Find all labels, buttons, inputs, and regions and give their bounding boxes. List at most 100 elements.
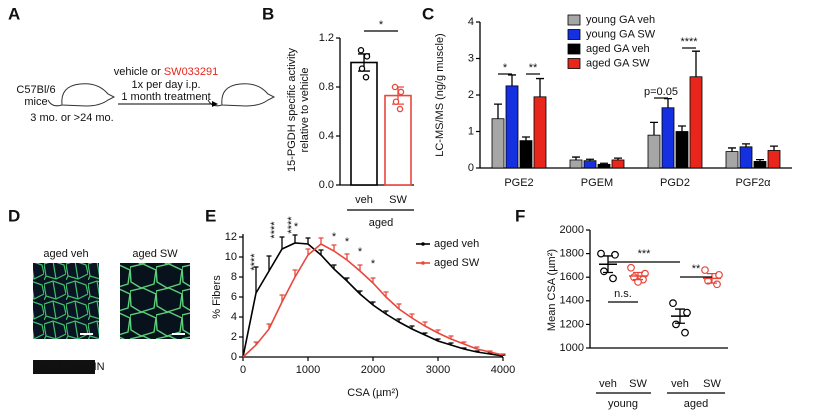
strain-label: mice	[24, 96, 47, 108]
group-label: young	[608, 398, 638, 410]
legend-label: aged GA veh	[586, 43, 650, 55]
x-tick-label: 4000	[491, 364, 515, 376]
y-axis-label: % Fibers	[211, 275, 223, 319]
mouse-tail	[47, 99, 63, 107]
bar	[519, 140, 533, 169]
y-tick-label: 1400	[560, 295, 584, 307]
significance-label: p=0.05	[644, 86, 678, 98]
group-label: aged	[369, 217, 393, 229]
significance-label: *	[371, 258, 376, 270]
legend-label: aged SW	[434, 257, 480, 269]
significance-label: ****	[249, 253, 261, 271]
data-point	[363, 53, 371, 60]
micrograph	[33, 263, 99, 339]
x-tick-label: SW	[629, 378, 647, 390]
bar	[505, 85, 519, 169]
y-axis-label: relative to vehicle	[299, 68, 311, 153]
legend-label: aged veh	[434, 238, 479, 250]
significance-label: ****	[286, 216, 298, 234]
x-tick-label: PGF2α	[735, 177, 771, 189]
data-point	[713, 280, 721, 289]
error-bar	[692, 50, 700, 77]
image-label: aged veh	[43, 248, 88, 260]
data-point	[358, 65, 366, 72]
data-point	[681, 328, 689, 337]
y-tick-label: 12	[225, 231, 237, 243]
bar	[767, 150, 781, 169]
significance-label: *	[345, 236, 350, 248]
data-point	[397, 88, 405, 96]
stain-label: LAMININ	[60, 361, 105, 373]
y-axis-label: 15-PGDH specific activityrelative to veh…	[286, 47, 311, 172]
bar	[661, 107, 675, 169]
bar	[675, 131, 689, 169]
y-tick-label: 0.0	[319, 179, 334, 191]
treatment-prefix: vehicle or	[114, 66, 164, 78]
y-tick-label: 0	[468, 162, 474, 174]
arrow-head	[212, 101, 218, 107]
error-bar	[508, 74, 516, 86]
significance-label: **	[692, 263, 701, 275]
legend-label: young GA SW	[586, 28, 656, 40]
data-point	[683, 308, 691, 317]
y-tick-label: 4	[231, 311, 237, 323]
error-bar	[318, 237, 324, 244]
y-tick-label: 2	[468, 89, 474, 101]
data-point	[669, 299, 677, 308]
error-bar	[279, 236, 285, 249]
y-tick-label: 1200	[560, 318, 584, 330]
bar	[350, 61, 378, 186]
data-point	[357, 47, 365, 54]
y-tick-label: 6	[231, 291, 237, 303]
y-tick-label: 1000	[560, 342, 584, 354]
x-tick-label: 2000	[361, 364, 385, 376]
mouse-icon	[221, 83, 276, 107]
legend-label: aged GA SW	[586, 57, 650, 69]
error-bar	[536, 77, 544, 97]
bar	[583, 160, 597, 169]
error-bar	[728, 147, 736, 152]
y-tick-label: 2000	[560, 224, 584, 236]
y-tick-label: 0	[231, 351, 237, 363]
error-bar	[253, 266, 259, 293]
compound-name: SW033291	[164, 66, 218, 78]
y-tick-label: 4	[468, 16, 474, 28]
significance-label: *	[332, 231, 337, 243]
error-bar	[292, 234, 298, 243]
panel-label: B	[262, 4, 274, 23]
micrograph	[120, 263, 190, 339]
strain-label: C57Bl/6	[16, 84, 55, 96]
x-tick-label: SW	[703, 378, 721, 390]
y-tick-label: 3	[468, 52, 474, 64]
error-bar	[675, 308, 685, 324]
error-bar	[494, 103, 502, 119]
significance-label: n.s.	[614, 288, 632, 300]
legend-label: young GA veh	[586, 14, 655, 26]
data-line	[242, 243, 504, 358]
panel-label: F	[515, 206, 525, 225]
dosing-label: 1x per day i.p.	[131, 79, 200, 91]
data-point	[396, 105, 404, 113]
y-tick-label: 1600	[560, 271, 584, 283]
y-tick-label: 1	[468, 125, 474, 137]
x-tick-label: 0	[240, 364, 246, 376]
mouse-icon	[61, 83, 116, 107]
data-point	[672, 320, 680, 329]
bar	[725, 151, 739, 169]
group-label: aged	[684, 398, 708, 410]
panel-label: E	[205, 206, 216, 225]
data-point	[600, 267, 608, 276]
data-point	[392, 98, 400, 105]
y-tick-label: 1800	[560, 248, 584, 260]
data-point	[627, 263, 635, 272]
stain-legend-bg	[33, 360, 95, 374]
error-bar	[770, 145, 778, 151]
bar	[569, 159, 583, 169]
significance-label: *	[294, 221, 299, 233]
legend-swatch	[567, 14, 581, 26]
bar	[597, 163, 611, 169]
x-tick-label: PGE2	[504, 177, 533, 189]
x-axis-label: CSA (µm²)	[347, 387, 399, 399]
stain-label: DAPI	[35, 361, 61, 373]
